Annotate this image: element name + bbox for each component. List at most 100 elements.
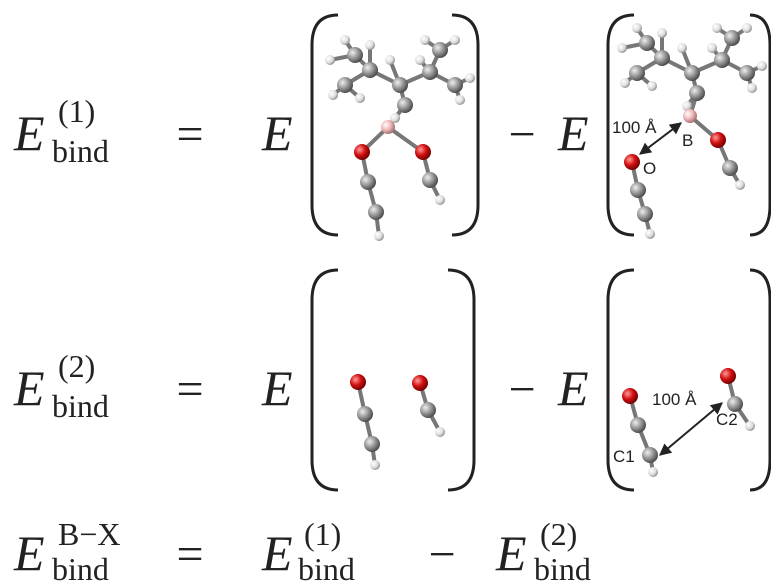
equation-diagram: E (1) bind = E − E E (2) bind = E − E E …	[0, 0, 771, 588]
atom	[624, 154, 640, 170]
atom	[757, 61, 767, 71]
atom	[720, 368, 736, 384]
atom	[435, 427, 445, 437]
atom	[645, 229, 655, 239]
atom	[370, 460, 380, 470]
atom	[350, 374, 366, 390]
lhs-sub: bind	[52, 133, 109, 169]
rhs-sub: bind	[298, 551, 355, 587]
atom	[420, 35, 430, 45]
atom-label: B	[682, 131, 693, 150]
atom	[629, 65, 645, 81]
atom	[435, 195, 445, 205]
atom	[630, 417, 646, 433]
atom	[347, 47, 363, 63]
atom	[422, 64, 438, 80]
atom	[677, 43, 687, 53]
atom	[648, 467, 658, 477]
atom	[368, 204, 384, 220]
atom	[392, 77, 408, 93]
atom	[735, 180, 745, 190]
atom	[355, 93, 365, 103]
atom	[647, 81, 657, 91]
minus: −	[508, 363, 535, 416]
atom	[412, 375, 428, 391]
atom	[724, 30, 740, 46]
term: E	[557, 360, 589, 416]
atom	[397, 97, 413, 113]
atom	[639, 35, 655, 51]
atom-label: C2	[716, 410, 738, 429]
lhs-sup: (1)	[58, 93, 95, 129]
atom	[714, 52, 730, 68]
atom	[742, 23, 752, 33]
atom	[654, 50, 670, 66]
lhs-base: E	[13, 105, 45, 161]
distance-arrow	[660, 403, 722, 455]
atom	[385, 55, 395, 65]
atom	[712, 23, 722, 33]
atom	[325, 55, 335, 65]
atom	[739, 65, 755, 81]
atom	[447, 77, 463, 93]
molecules	[325, 23, 767, 477]
atom	[683, 109, 697, 123]
rhs-sup: (2)	[540, 516, 577, 552]
atom	[722, 160, 738, 176]
distance-label: 100 Å	[652, 390, 697, 409]
atom	[684, 65, 700, 81]
atom	[450, 35, 460, 45]
atom	[381, 120, 395, 134]
atom	[632, 23, 642, 33]
atom	[362, 62, 378, 78]
atom-label: C1	[613, 447, 635, 466]
term: E	[261, 360, 293, 416]
atom	[620, 78, 630, 88]
atom	[357, 406, 373, 422]
rhs-sup: (1)	[304, 516, 341, 552]
atom	[415, 55, 425, 65]
atom	[642, 447, 658, 463]
minus: −	[508, 108, 535, 161]
atom	[360, 174, 376, 190]
atom	[337, 77, 353, 93]
lhs-sub: bind	[52, 388, 109, 424]
atom	[432, 42, 448, 58]
rhs-base: E	[495, 525, 527, 581]
term: E	[261, 105, 293, 161]
equals: =	[176, 108, 203, 161]
lhs-base: E	[13, 360, 45, 416]
rhs-sub: bind	[534, 551, 591, 587]
atom	[364, 436, 380, 452]
atom	[710, 132, 726, 148]
atom	[657, 28, 667, 38]
atom	[415, 144, 431, 160]
lhs-sup: (2)	[58, 348, 95, 384]
minus: −	[428, 528, 455, 581]
atom	[745, 421, 755, 431]
lhs-sub: bind	[52, 551, 109, 587]
atom	[365, 40, 375, 50]
atom	[328, 90, 338, 100]
distance-label: 100 Å	[612, 118, 657, 137]
equals: =	[176, 528, 203, 581]
atom	[617, 43, 627, 53]
atom	[455, 95, 465, 105]
atom	[374, 231, 384, 241]
brackets	[312, 15, 770, 490]
atom	[422, 172, 438, 188]
lhs-sup: B−X	[58, 516, 121, 552]
atom	[747, 83, 757, 93]
atom-label: O	[643, 159, 656, 178]
atom	[340, 35, 350, 45]
atom	[354, 144, 370, 160]
atom	[630, 182, 646, 198]
atom	[637, 206, 653, 222]
atom	[707, 43, 717, 53]
atom	[420, 402, 436, 418]
equals: =	[176, 363, 203, 416]
lhs-base: E	[13, 525, 45, 581]
atom	[689, 85, 705, 101]
rhs-base: E	[261, 525, 293, 581]
atom	[622, 388, 638, 404]
